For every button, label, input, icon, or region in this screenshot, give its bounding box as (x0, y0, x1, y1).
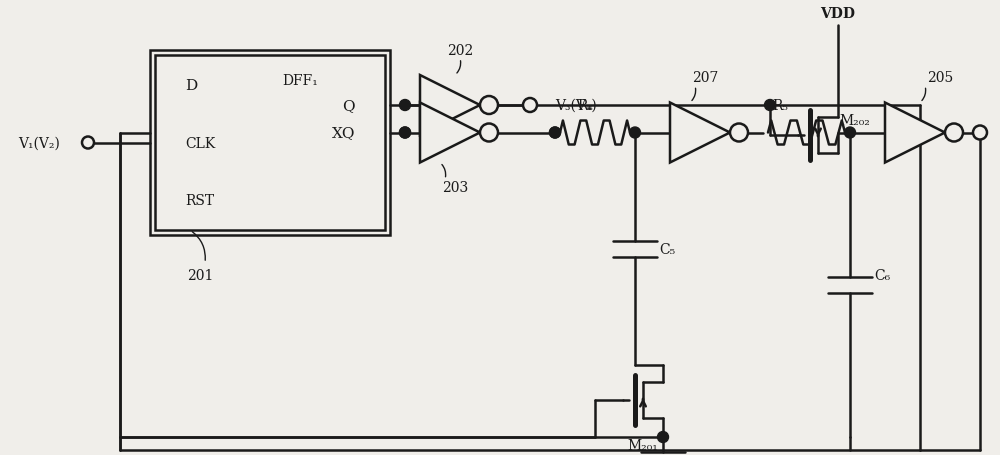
Circle shape (82, 137, 94, 149)
Circle shape (658, 431, 668, 443)
Text: R₅: R₅ (772, 98, 788, 112)
Text: Q: Q (342, 99, 355, 113)
Text: 207: 207 (692, 71, 718, 85)
Text: M₂₀₂: M₂₀₂ (840, 114, 870, 128)
Text: M₂₀₁: M₂₀₁ (628, 438, 658, 452)
Text: D: D (185, 79, 197, 93)
Polygon shape (420, 76, 480, 136)
Text: C₅: C₅ (659, 242, 675, 256)
Circle shape (523, 99, 537, 113)
Circle shape (973, 126, 987, 140)
Text: CLK: CLK (185, 136, 215, 150)
Text: 203: 203 (442, 181, 468, 195)
Text: 201: 201 (187, 268, 213, 283)
Text: XQ: XQ (332, 126, 355, 140)
Circle shape (480, 97, 498, 115)
Circle shape (764, 100, 776, 111)
Circle shape (400, 128, 411, 139)
Text: 202: 202 (447, 44, 473, 58)
FancyBboxPatch shape (155, 56, 385, 231)
Text: V₁(V₂): V₁(V₂) (18, 136, 60, 150)
Circle shape (480, 124, 498, 142)
Text: VDD: VDD (820, 7, 855, 21)
Polygon shape (670, 103, 730, 163)
Text: DFF₁: DFF₁ (282, 74, 318, 88)
Circle shape (400, 128, 411, 139)
Circle shape (844, 128, 856, 139)
Circle shape (945, 124, 963, 142)
Circle shape (400, 100, 411, 111)
Circle shape (550, 128, 560, 139)
Text: RST: RST (185, 193, 214, 207)
Text: C₆: C₆ (874, 268, 890, 282)
Text: V₃(V₄): V₃(V₄) (555, 99, 597, 113)
Polygon shape (420, 103, 480, 163)
Text: R₄: R₄ (577, 98, 593, 112)
Circle shape (730, 124, 748, 142)
Polygon shape (885, 103, 945, 163)
Circle shape (630, 128, 640, 139)
Text: 205: 205 (927, 71, 953, 85)
FancyBboxPatch shape (150, 51, 390, 236)
Circle shape (550, 128, 560, 139)
